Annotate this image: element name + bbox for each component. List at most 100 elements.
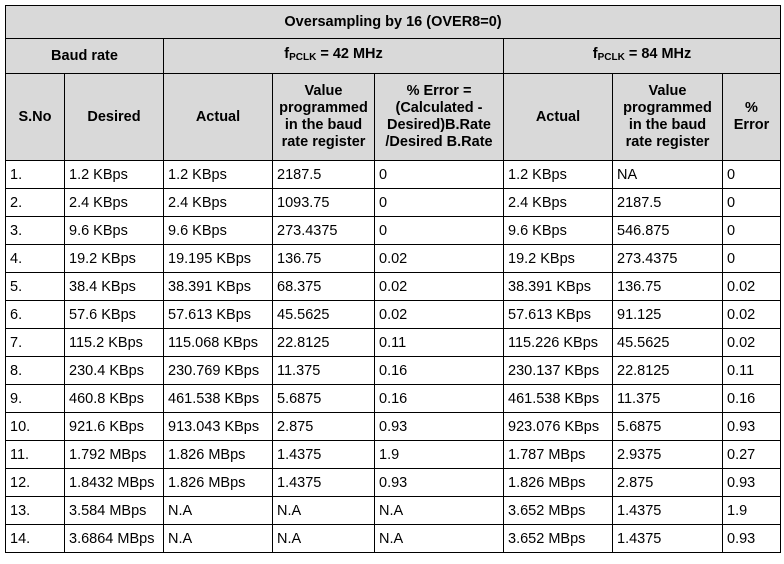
table-cell: 11.375 [272, 356, 375, 385]
fpclk-84-header: fPCLK = 84 MHz [503, 38, 781, 74]
table-cell: 45.5625 [272, 300, 375, 329]
table-cell: 9.6 KBps [163, 216, 273, 245]
table-cell: 0.93 [374, 412, 504, 441]
table-cell: 57.613 KBps [503, 300, 613, 329]
table-row: 5. 38.4 KBps 38.391 KBps 68.375 0.02 38.391 K… [5, 272, 781, 301]
table-cell: 2.4 KBps [163, 188, 273, 217]
table-cell: 115.068 KBps [163, 328, 273, 357]
table-cell: 0.02 [722, 328, 781, 357]
table-cell: 0 [374, 216, 504, 245]
table-cell: 1.2 KBps [163, 160, 273, 189]
table-cell: 2.875 [612, 468, 723, 497]
col-header-actual-42: Actual [163, 73, 273, 161]
table-cell: 5.6875 [272, 384, 375, 413]
table-row: 11. 1.792 MBps 1.826 MBps 1.4375 1.9 1.787 MB… [5, 440, 781, 469]
table-cell: 0.16 [374, 384, 504, 413]
table-cell: 57.613 KBps [163, 300, 273, 329]
col-header-value-84: Value programmed in the baud rate regist… [612, 73, 723, 161]
table-cell: 230.4 KBps [64, 356, 164, 385]
table-cell: 1.787 MBps [503, 440, 613, 469]
table-cell: 3.584 MBps [64, 496, 164, 525]
table-cell: 68.375 [272, 272, 375, 301]
table-cell: 0.16 [374, 356, 504, 385]
table-cell: N.A [374, 524, 504, 553]
col-header-actual-84: Actual [503, 73, 613, 161]
table-cell: 13. [5, 496, 65, 525]
table-cell: 0.02 [374, 244, 504, 273]
table-cell: 0.02 [722, 272, 781, 301]
table-cell: 2.875 [272, 412, 375, 441]
table-cell: 9.6 KBps [503, 216, 613, 245]
table-cell: 7. [5, 328, 65, 357]
table-cell: 0.93 [374, 468, 504, 497]
fpclk-42-header: fPCLK = 42 MHz [163, 38, 504, 74]
table-cell: 10. [5, 412, 65, 441]
table-cell: 1.9 [722, 496, 781, 525]
table-cell: 3.652 MBps [503, 524, 613, 553]
table-cell: 921.6 KBps [64, 412, 164, 441]
table-cell: 115.226 KBps [503, 328, 613, 357]
table-cell: 22.8125 [272, 328, 375, 357]
table-cell: 1.9 [374, 440, 504, 469]
table-cell: 0 [722, 244, 781, 273]
table-cell: 0 [374, 188, 504, 217]
table-cell: 2187.5 [272, 160, 375, 189]
table-row: 2. 2.4 KBps 2.4 KBps 1093.75 0 2.4 KBps 2187.5… [5, 188, 781, 217]
table-cell: 1.826 MBps [163, 468, 273, 497]
table-cell: 22.8125 [612, 356, 723, 385]
table-cell: 115.2 KBps [64, 328, 164, 357]
table-cell: 11. [5, 440, 65, 469]
table-cell: 1093.75 [272, 188, 375, 217]
table-cell: 1.792 MBps [64, 440, 164, 469]
table-cell: 230.137 KBps [503, 356, 613, 385]
table-cell: 19.2 KBps [503, 244, 613, 273]
col-header-error-84: % Error [722, 73, 781, 161]
table-cell: 273.4375 [612, 244, 723, 273]
table-cell: 3. [5, 216, 65, 245]
table-cell: 3.6864 MBps [64, 524, 164, 553]
table-cell: 1.2 KBps [64, 160, 164, 189]
table-cell: 0.02 [722, 300, 781, 329]
table-cell: 5.6875 [612, 412, 723, 441]
table-cell: 14. [5, 524, 65, 553]
table-cell: 0.93 [722, 412, 781, 441]
table-row: 14. 3.6864 MBps N.A N.A N.A 3.652 MBps 1.4375 0… [5, 524, 781, 553]
table-cell: 6. [5, 300, 65, 329]
table-cell: 11.375 [612, 384, 723, 413]
table-cell: N.A [374, 496, 504, 525]
table-cell: 461.538 KBps [163, 384, 273, 413]
table-cell: 0 [722, 160, 781, 189]
table-cell: 1. [5, 160, 65, 189]
table-cell: 9.6 KBps [64, 216, 164, 245]
table-cell: 136.75 [612, 272, 723, 301]
table-cell: 913.043 KBps [163, 412, 273, 441]
table-cell: 1.826 MBps [163, 440, 273, 469]
table-cell: 12. [5, 468, 65, 497]
table-cell: 2187.5 [612, 188, 723, 217]
table-cell: 923.076 KBps [503, 412, 613, 441]
table-cell: 2.9375 [612, 440, 723, 469]
table-row: 6. 57.6 KBps 57.613 KBps 45.5625 0.02 57.613 … [5, 300, 781, 329]
table-cell: 461.538 KBps [503, 384, 613, 413]
table-cell: 38.391 KBps [503, 272, 613, 301]
table-row: 1. 1.2 KBps 1.2 KBps 2187.5 0 1.2 KBps NA 0 [5, 160, 781, 189]
table-cell: N.A [272, 524, 375, 553]
table-cell: 0.93 [722, 468, 781, 497]
table-cell: 19.195 KBps [163, 244, 273, 273]
table-cell: 0.93 [722, 524, 781, 553]
table-cell: NA [612, 160, 723, 189]
table-cell: 38.391 KBps [163, 272, 273, 301]
table-cell: 0 [374, 160, 504, 189]
table-cell: 2.4 KBps [503, 188, 613, 217]
table-cell: 0 [722, 188, 781, 217]
table-cell: 4. [5, 244, 65, 273]
table-row: 9. 460.8 KBps 461.538 KBps 5.6875 0.16 461.53… [5, 384, 781, 413]
table-cell: 57.6 KBps [64, 300, 164, 329]
table-cell: 0.11 [374, 328, 504, 357]
table-row: 12. 1.8432 MBps 1.826 MBps 1.4375 0.93 1.826 … [5, 468, 781, 497]
table-cell: 0.16 [722, 384, 781, 413]
table-cell: 1.2 KBps [503, 160, 613, 189]
table-cell: 0 [722, 216, 781, 245]
table-cell: 0.02 [374, 300, 504, 329]
col-header-value-42: Value programmed in the baud rate regist… [272, 73, 375, 161]
